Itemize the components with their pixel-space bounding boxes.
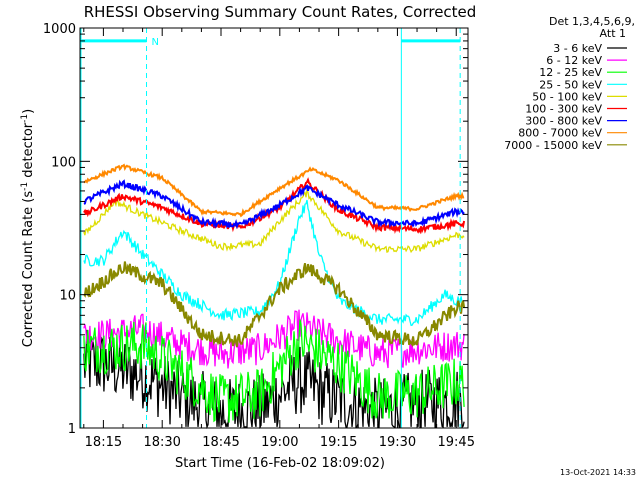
y-label-part: )	[21, 109, 36, 114]
series-line	[83, 179, 465, 230]
series-line	[83, 261, 466, 348]
legend-label: 50 - 100 keV	[532, 90, 602, 103]
legend-header: Det 1,3,4,5,6,9,	[549, 15, 635, 28]
y-tick-label: 100	[51, 155, 76, 170]
y-label-part: detector	[21, 122, 36, 182]
timestamp: 13-Oct-2021 14:33	[560, 468, 636, 477]
y-tick-label: 1000	[43, 22, 76, 37]
chart-title: RHESSI Observing Summary Count Rates, Co…	[84, 3, 477, 21]
x-tick-label: 19:30	[379, 435, 416, 450]
y-axis-label: Corrected Count Rate (s-1 detector-1)	[20, 109, 36, 347]
legend-label: 6 - 12 keV	[546, 54, 602, 67]
y-label-exponent: -1	[20, 114, 30, 123]
legend-label: 300 - 800 keV	[525, 115, 602, 128]
legend-label: 100 - 300 keV	[525, 103, 602, 116]
x-tick-label: 18:45	[202, 435, 239, 450]
plot-frame	[79, 27, 469, 429]
x-axis-label: Start Time (16-Feb-02 18:09:02)	[175, 456, 385, 471]
x-tick-label: 19:45	[438, 435, 475, 450]
y-tick-label: 1	[68, 422, 76, 437]
legend-label: 25 - 50 keV	[539, 78, 602, 91]
plot-area: N	[79, 28, 466, 430]
x-tick-label: 18:30	[143, 435, 180, 450]
legend-label: 12 - 25 keV	[539, 66, 602, 79]
x-tick-label: 18:15	[85, 435, 122, 450]
legend-label: 7000 - 15000 keV	[504, 139, 602, 152]
series-line	[83, 187, 465, 254]
series-line	[83, 319, 465, 423]
axes: 1 10 100 1000 18:15 18:30 18:45 19:00 19:15 19:30…	[43, 22, 475, 450]
legend-label: 3 - 6 keV	[553, 42, 602, 55]
y-tick-label: 10	[59, 289, 76, 304]
y-label-exponent: -1	[20, 182, 30, 191]
x-tick-label: 19:00	[261, 435, 298, 450]
legend-header: Att 1	[600, 27, 626, 40]
night-marker: N	[152, 37, 159, 48]
series-line	[83, 163, 465, 218]
y-label-part: Corrected Count Rate (s	[21, 191, 36, 348]
legend-label: 800 - 7000 keV	[518, 127, 602, 140]
x-tick-label: 19:15	[320, 435, 357, 450]
